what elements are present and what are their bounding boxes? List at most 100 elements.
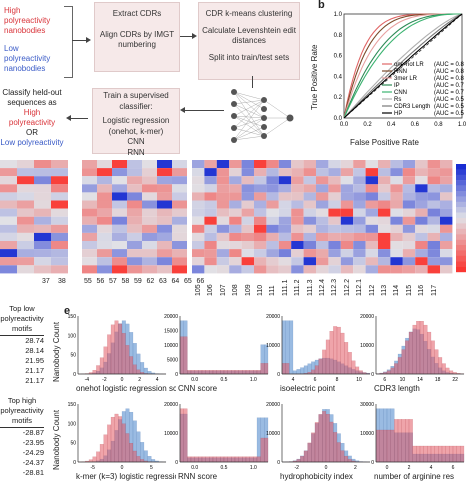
heatmap-cell: [229, 176, 241, 184]
heatmap-cell: [217, 192, 229, 200]
heatmap-cell: [172, 160, 187, 168]
heatmap-cell: [142, 257, 157, 265]
hist-bar-high: [424, 446, 428, 462]
hist-xtick: -2: [102, 377, 107, 383]
heatmap-cell: [266, 257, 278, 265]
roc-ytick: 0.6: [334, 54, 343, 60]
hist-xlabel: CDR3 length: [374, 384, 420, 393]
heatmap-cell: [378, 160, 390, 168]
heatmap-cell: [229, 233, 241, 241]
heatmap-cell: [229, 241, 241, 249]
high-motif-value: -23.95: [0, 438, 44, 448]
heatmap-cell: [366, 257, 378, 265]
hist-bar-high: [213, 457, 217, 462]
heatmap-cell: [172, 241, 187, 249]
hist-bar-high: [300, 456, 304, 462]
roc-xtick: 0.0: [340, 122, 349, 128]
heatmap-cell: [51, 160, 68, 168]
heatmap-cell: [0, 184, 17, 192]
heatmap-cell: [353, 160, 365, 168]
heatmap-cell: [378, 241, 390, 249]
colorbar-segment: [456, 267, 466, 273]
heatmap-cell: [142, 233, 157, 241]
hist-bar-low: [148, 456, 152, 462]
heatmap-cell: [127, 233, 142, 241]
heatmap-position-tick: 114: [393, 285, 400, 296]
hist-ytick: 0: [277, 372, 280, 378]
heatmap-cell: [390, 176, 402, 184]
heatmap-cell: [242, 192, 254, 200]
heatmap-cell: [428, 160, 440, 168]
hist-bar-high: [344, 342, 348, 374]
colorbar-segment: [456, 234, 466, 240]
heatmap-cell: [82, 192, 97, 200]
hist-bar-high: [118, 416, 122, 462]
hist-xtick: 6: [314, 377, 317, 383]
heatmap-cell: [390, 241, 402, 249]
heatmap-cell: [242, 217, 254, 225]
hist-xlabel: k-mer (k=3) logistic regression score: [76, 472, 176, 481]
heatmap-cell: [328, 241, 340, 249]
heatmap-cell: [112, 160, 127, 168]
heatmap-cell: [97, 225, 112, 233]
heatmap-cell: [51, 257, 68, 265]
hist-bar-high: [180, 409, 184, 462]
hist-bar-high: [348, 459, 352, 462]
heatmap-cell: [242, 176, 254, 184]
heatmap-cell: [279, 225, 291, 233]
heatmap-cell: [217, 241, 229, 249]
heatmap-position-tick: 62: [147, 278, 155, 285]
hist-bar-high: [96, 452, 100, 462]
heatmap-cell: [328, 192, 340, 200]
hist-xtick: 0.5: [221, 465, 228, 471]
roc-legend-auc: (AUC = 0.8: [434, 69, 465, 75]
heatmap-cell: [172, 201, 187, 209]
colorbar-segment: [456, 196, 466, 202]
heatmap-cell: [328, 209, 340, 217]
heatmap-cell: [0, 241, 17, 249]
classify-low: Low polyreactivity: [0, 138, 64, 148]
high-motif-value: -28.81: [0, 468, 44, 478]
heatmap-cell: [279, 160, 291, 168]
hist-xtick: 10: [400, 377, 406, 383]
heatmap-cell: [17, 160, 34, 168]
heatmap-cell: [428, 241, 440, 249]
heatmap-cell: [403, 168, 415, 176]
hist-bar-high: [457, 446, 461, 462]
hist-bar-low: [304, 366, 308, 374]
hist-bar-high: [235, 457, 239, 462]
hist-bar-high: [122, 424, 126, 462]
heatmap-position-tick: 112.4: [319, 279, 326, 296]
hist-bar-high: [195, 457, 199, 462]
roc-legend-auc: (AUC = 0.5: [434, 97, 465, 103]
roc-legend-auc: (AUC = 0.7: [434, 90, 465, 96]
heatmap-position-tick: 65: [184, 278, 192, 285]
heatmap-cell: [97, 257, 112, 265]
heatmap-cell: [142, 201, 157, 209]
heatmap-cell: [304, 168, 316, 176]
cluster-split-box: CDR k-means clustering Calculate Levensh…: [198, 2, 300, 80]
heatmap-cell: [378, 217, 390, 225]
heatmap-cell: [192, 184, 204, 192]
hist-bar-high: [107, 335, 111, 374]
heatmap-cell: [82, 201, 97, 209]
train-classifier-box: Train a supervised classifier: Logistic …: [92, 88, 180, 154]
kmeans-step: CDR k-means clustering: [199, 9, 299, 20]
heatmap-cell: [112, 201, 127, 209]
heatmap-cell: [217, 168, 229, 176]
hist-bar-low: [151, 459, 155, 462]
heatmap-cell: [378, 225, 390, 233]
heatmap-cell: [328, 184, 340, 192]
hist-xlabel: number of arginine res: [374, 472, 454, 481]
heatmap-cell: [304, 241, 316, 249]
heatmap-cell: [0, 192, 17, 200]
hist-bar-high: [129, 443, 133, 462]
low-motif-value: 28.74: [0, 336, 44, 346]
heatmap-cell: [17, 249, 34, 257]
heatmap-cell: [172, 233, 187, 241]
colorbar-segment: [456, 218, 466, 224]
hist-xtick: 14: [417, 377, 423, 383]
